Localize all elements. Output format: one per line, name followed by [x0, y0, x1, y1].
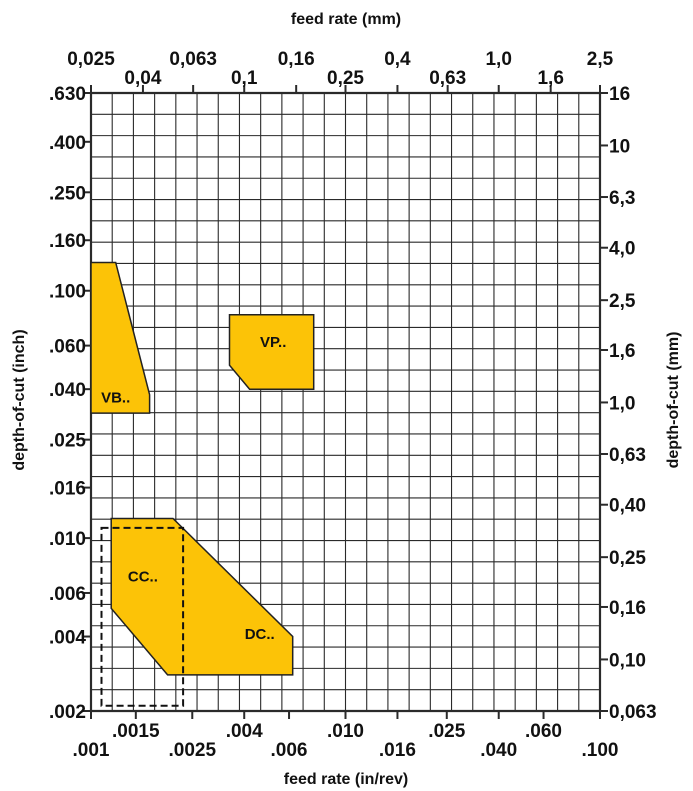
right-tick-label: 2,5 [609, 291, 636, 312]
top-tick-label: 0,25 [327, 68, 364, 89]
left-tick-label: .040 [49, 380, 86, 401]
right-tick-label: 0,10 [609, 650, 646, 671]
right-tick-label: 0,16 [609, 598, 646, 619]
top-tick-label: 0,4 [384, 49, 411, 70]
left-tick-label: .100 [49, 282, 86, 303]
bottom-tick-label: .016 [379, 740, 416, 761]
left-tick-label: .060 [49, 337, 86, 358]
bottom-tick-label: .040 [480, 740, 517, 761]
right-tick-label: 1,6 [609, 341, 635, 362]
region-vp [228, 313, 315, 390]
top-tick-label: 0,63 [429, 68, 466, 89]
bottom-tick-label: .006 [271, 740, 308, 761]
top-tick-label: 1,6 [537, 68, 563, 89]
bottom-tick-label: .010 [327, 721, 364, 742]
left-tick-label: .006 [49, 584, 86, 605]
bottom-axis-title: feed rate (in/rev) [284, 771, 408, 788]
bottom-tick-label: .0025 [169, 740, 217, 761]
region-cc [100, 526, 185, 707]
region-dc [110, 517, 294, 676]
region-vb [90, 261, 151, 414]
left-tick-label: .004 [49, 628, 86, 649]
bottom-tick-label: .0015 [112, 721, 160, 742]
right-tick-label: 1,0 [609, 393, 635, 414]
region-label-vb: VB.. [101, 390, 130, 407]
right-tick-label: 0,40 [609, 496, 646, 517]
top-tick-label: 0,025 [67, 49, 115, 70]
top-tick-label: 0,063 [169, 49, 217, 70]
region-label-cc: CC.. [128, 568, 158, 585]
right-tick-label: 0,63 [609, 445, 646, 466]
region-label-vp: VP.. [260, 334, 286, 351]
top-tick-label: 2,5 [587, 49, 614, 70]
left-tick-label: .250 [49, 183, 86, 204]
right-tick-label: 10 [609, 137, 630, 158]
top-tick-label: 0,04 [124, 68, 161, 89]
left-tick-label: .025 [49, 431, 86, 452]
right-tick-label: 0,063 [609, 702, 657, 723]
left-tick-label: .002 [49, 702, 86, 723]
top-axis-title: feed rate (mm) [291, 11, 401, 28]
top-tick-label: 0,1 [231, 68, 258, 89]
right-axis-title: depth-of-cut (mm) [665, 332, 682, 469]
tick-labels: .630 .400 .250 .160 .100 .060 .040 .025 .016 .010… [49, 49, 657, 761]
bottom-tick-label: .001 [73, 740, 110, 761]
left-tick-label: .630 [49, 84, 86, 105]
top-tick-label: 1,0 [485, 49, 511, 70]
bottom-tick-label: .025 [428, 721, 465, 742]
bottom-tick-label: .004 [226, 721, 263, 742]
right-tick-label: 6,3 [609, 188, 635, 209]
right-tick-label: 0,25 [609, 548, 646, 569]
left-tick-label: .010 [49, 529, 86, 550]
top-tick-label: 0,16 [278, 49, 315, 70]
left-tick-label: .400 [49, 133, 86, 154]
right-tick-label: 16 [609, 84, 630, 105]
left-tick-label: .160 [49, 231, 86, 252]
region-label-dc: DC.. [245, 626, 275, 643]
bottom-tick-label: .100 [582, 740, 619, 761]
right-tick-label: 4,0 [609, 239, 635, 260]
left-tick-label: .016 [49, 479, 86, 500]
bottom-tick-label: .060 [525, 721, 562, 742]
left-axis-title: depth-of-cut (inch) [11, 329, 28, 470]
regions: VB.. VP.. DC.. CC.. [90, 261, 315, 707]
